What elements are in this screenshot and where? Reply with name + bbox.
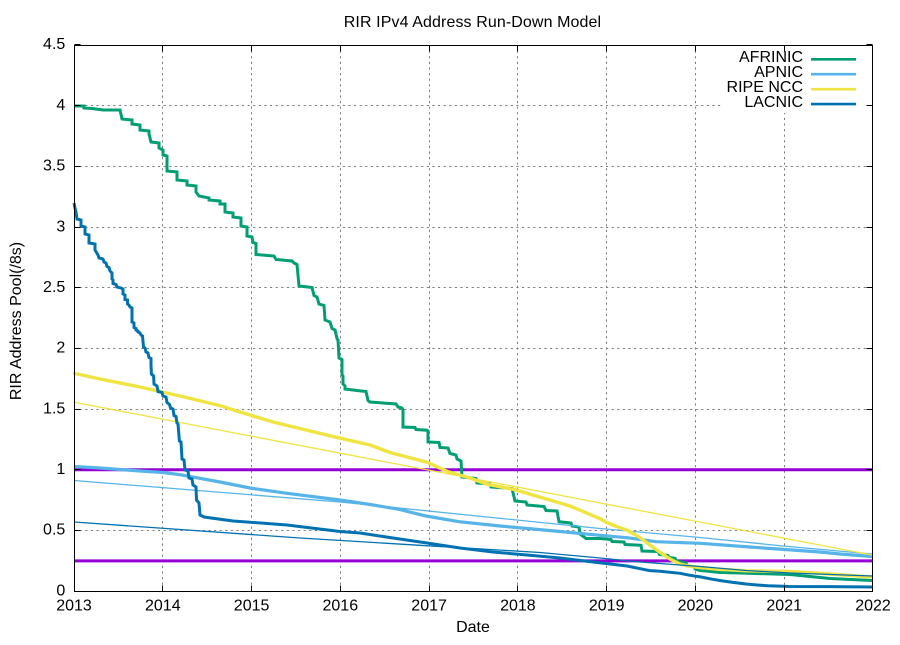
svg-text:2017: 2017 [411,598,447,615]
svg-text:AFRINIC: AFRINIC [739,49,803,66]
svg-text:2019: 2019 [589,598,625,615]
svg-text:APNIC: APNIC [754,64,803,81]
svg-text:3.5: 3.5 [43,158,65,175]
svg-text:3: 3 [56,218,65,235]
svg-text:1: 1 [56,461,65,478]
svg-text:2018: 2018 [500,598,536,615]
svg-text:2014: 2014 [145,598,181,615]
svg-text:RIR Address Pool(/8s): RIR Address Pool(/8s) [8,242,25,400]
svg-text:2021: 2021 [766,598,802,615]
svg-text:2016: 2016 [323,598,359,615]
svg-text:2013: 2013 [56,598,92,615]
svg-text:1.5: 1.5 [43,400,65,417]
svg-text:4: 4 [56,97,65,114]
svg-text:2: 2 [56,340,65,357]
svg-text:RIPE NCC: RIPE NCC [727,79,803,96]
svg-text:2020: 2020 [678,598,714,615]
svg-text:2022: 2022 [855,598,891,615]
svg-text:0: 0 [56,582,65,599]
svg-text:2.5: 2.5 [43,279,65,296]
svg-text:2015: 2015 [234,598,270,615]
svg-text:Date: Date [456,619,490,636]
svg-text:RIR IPv4 Address Run-Down Mode: RIR IPv4 Address Run-Down Model [344,14,601,31]
svg-text:4.5: 4.5 [43,36,65,53]
svg-text:LACNIC: LACNIC [744,94,803,111]
svg-text:0.5: 0.5 [43,522,65,539]
